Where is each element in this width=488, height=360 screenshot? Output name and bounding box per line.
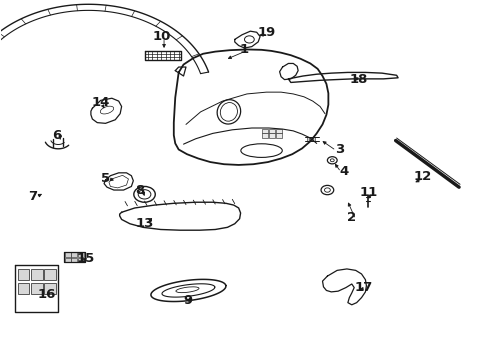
Text: 19: 19 (257, 27, 275, 40)
FancyBboxPatch shape (31, 269, 42, 280)
FancyBboxPatch shape (71, 252, 77, 257)
FancyBboxPatch shape (18, 269, 29, 280)
FancyBboxPatch shape (44, 269, 56, 280)
FancyBboxPatch shape (65, 252, 71, 257)
Text: 9: 9 (183, 294, 193, 307)
FancyBboxPatch shape (262, 129, 267, 134)
Bar (312, 137, 314, 141)
FancyBboxPatch shape (275, 134, 281, 138)
Text: 7: 7 (28, 190, 37, 203)
Text: 10: 10 (152, 30, 170, 43)
Text: 6: 6 (52, 129, 61, 142)
Text: 14: 14 (91, 96, 110, 109)
Text: 18: 18 (349, 73, 367, 86)
FancyBboxPatch shape (78, 252, 83, 257)
FancyBboxPatch shape (268, 129, 274, 134)
Text: 4: 4 (339, 165, 348, 177)
Bar (309, 137, 311, 141)
FancyBboxPatch shape (71, 258, 77, 262)
Text: 12: 12 (412, 170, 431, 183)
FancyBboxPatch shape (44, 283, 56, 294)
Text: 13: 13 (135, 216, 153, 230)
FancyBboxPatch shape (78, 258, 83, 262)
Text: 17: 17 (354, 281, 372, 294)
Text: 11: 11 (359, 186, 377, 199)
FancyBboxPatch shape (262, 134, 267, 138)
FancyBboxPatch shape (268, 134, 274, 138)
FancyBboxPatch shape (65, 258, 71, 262)
Text: 5: 5 (101, 172, 110, 185)
Text: 15: 15 (77, 252, 95, 265)
Text: 3: 3 (334, 143, 344, 156)
Text: 8: 8 (135, 184, 144, 197)
FancyBboxPatch shape (275, 129, 281, 134)
Bar (306, 137, 308, 141)
Text: 1: 1 (240, 42, 248, 55)
Text: 2: 2 (346, 211, 356, 224)
FancyBboxPatch shape (18, 283, 29, 294)
Text: 16: 16 (38, 288, 56, 301)
FancyBboxPatch shape (31, 283, 42, 294)
